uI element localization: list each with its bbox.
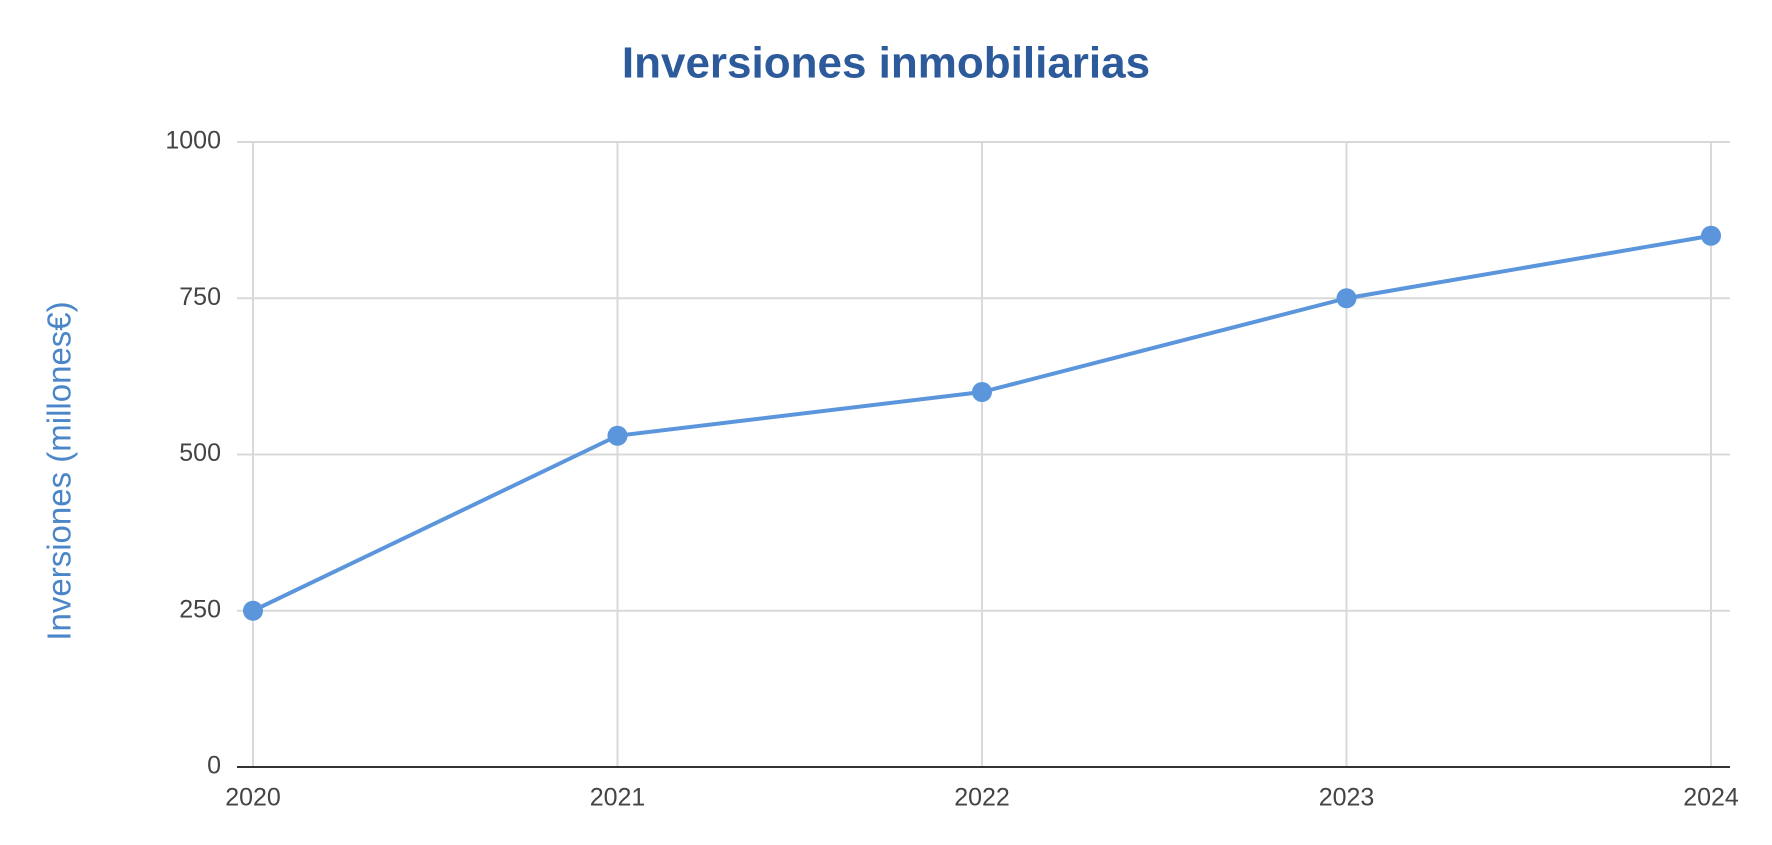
x-tick-label: 2020 <box>225 784 281 812</box>
y-tick-label: 250 <box>179 595 221 623</box>
x-tick-label: 2021 <box>590 784 646 812</box>
data-point <box>607 425 628 446</box>
x-tick-label: 2022 <box>954 784 1010 812</box>
y-tick-label: 500 <box>179 439 221 467</box>
chart-title: Inversiones inmobiliarias <box>622 39 1150 88</box>
y-axis-label: Inversiones (millones€) <box>41 301 78 640</box>
data-point <box>1336 288 1357 309</box>
x-tick-label: 2023 <box>1319 784 1375 812</box>
x-tick-label: 2024 <box>1683 784 1739 812</box>
data-point <box>243 600 263 621</box>
y-tick-label: 750 <box>179 283 221 311</box>
y-tick-label: 1000 <box>165 127 221 155</box>
y-tick-label: 0 <box>207 752 221 780</box>
data-point <box>972 382 992 402</box>
data-point <box>1701 225 1721 246</box>
